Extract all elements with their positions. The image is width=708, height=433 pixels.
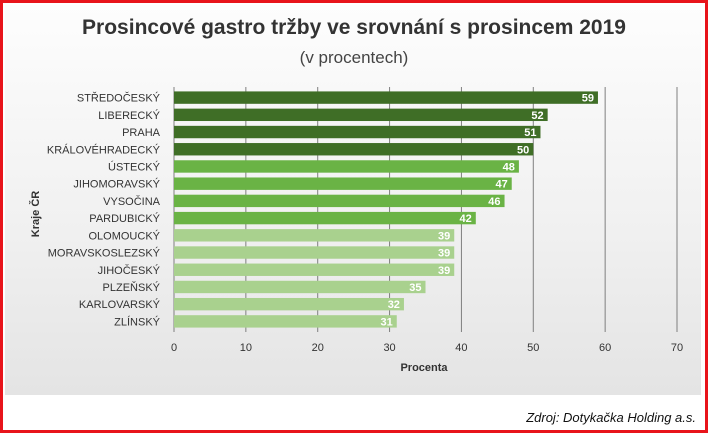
category-label: PLZEŇSKÝ	[103, 281, 161, 294]
chart-subtitle: (v procentech)	[299, 48, 409, 67]
category-label: LIBERECKÝ	[98, 109, 160, 122]
category-label: JIHOČESKÝ	[98, 264, 161, 277]
data-label: 42	[460, 213, 472, 225]
category-label: KARLOVARSKÝ	[79, 298, 161, 311]
bar	[174, 108, 548, 122]
x-axis-label: Procenta	[400, 362, 448, 374]
category-label: ZLÍNSKÝ	[114, 315, 161, 328]
data-label: 31	[381, 316, 393, 328]
data-label: 50	[517, 144, 529, 156]
bar	[174, 125, 541, 139]
data-label: 46	[488, 196, 500, 208]
bar	[174, 194, 505, 208]
category-label: OLOMOUCKÝ	[88, 229, 160, 242]
data-label: 59	[582, 93, 594, 105]
bar	[174, 91, 598, 104]
category-label: STŘEDOČESKÝ	[77, 92, 161, 105]
bar	[174, 160, 519, 173]
category-label: ÚSTECKÝ	[108, 160, 161, 173]
data-label: 39	[438, 265, 450, 277]
bar	[174, 280, 426, 294]
bar	[174, 177, 512, 190]
x-tick-label: 40	[455, 342, 467, 354]
data-label: 32	[388, 299, 400, 311]
category-label: MORAVSKOSLEZSKÝ	[48, 247, 161, 260]
bar	[174, 315, 397, 328]
x-tick-label: 70	[671, 342, 683, 354]
bar	[174, 143, 534, 156]
bar	[174, 229, 455, 242]
data-label: 48	[503, 161, 515, 173]
category-label: KRÁLOVÉHRADECKÝ	[47, 143, 161, 156]
x-tick-label: 10	[240, 342, 252, 354]
x-tick-label: 50	[527, 342, 539, 354]
category-label: PARDUBICKÝ	[89, 212, 160, 225]
x-tick-label: 20	[312, 342, 324, 354]
source-note: Zdroj: Dotykačka Holding a.s.	[526, 410, 696, 425]
category-label: JIHOMORAVSKÝ	[73, 178, 160, 191]
x-tick-label: 30	[383, 342, 395, 354]
data-label: 52	[531, 110, 543, 122]
data-label: 39	[438, 248, 450, 260]
data-label: 51	[524, 127, 536, 139]
bar	[174, 297, 404, 311]
category-label: VYSOČINA	[103, 195, 161, 208]
chart-title: Prosincové gastro tržby ve srovnání s pr…	[82, 16, 626, 39]
data-label: 35	[409, 282, 421, 294]
data-label: 47	[495, 179, 507, 191]
category-label: PRAHA	[122, 127, 161, 139]
bar	[174, 263, 455, 276]
x-tick-label: 0	[171, 342, 177, 354]
data-label: 39	[438, 230, 450, 242]
bar	[174, 246, 455, 259]
x-tick-label: 60	[599, 342, 611, 354]
bar	[174, 211, 476, 225]
